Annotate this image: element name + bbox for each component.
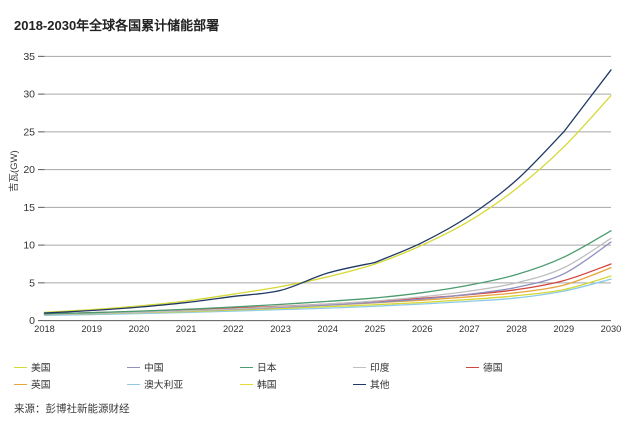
svg-text:2021: 2021	[176, 324, 197, 334]
svg-text:5: 5	[29, 277, 35, 289]
svg-text:2023: 2023	[270, 324, 291, 334]
svg-text:2025: 2025	[365, 324, 386, 334]
svg-text:2024: 2024	[317, 324, 338, 334]
svg-text:2030: 2030	[601, 324, 622, 334]
svg-text:2026: 2026	[412, 324, 433, 334]
svg-text:2022: 2022	[223, 324, 244, 334]
svg-text:2027: 2027	[459, 324, 480, 334]
svg-text:15: 15	[23, 202, 35, 214]
svg-text:20: 20	[23, 164, 35, 176]
svg-text:2028: 2028	[506, 324, 527, 334]
svg-text:35: 35	[23, 51, 35, 63]
svg-text:2029: 2029	[553, 324, 574, 334]
svg-text:30: 30	[23, 89, 35, 101]
svg-text:2019: 2019	[81, 324, 102, 334]
svg-text:10: 10	[23, 240, 35, 252]
svg-text:25: 25	[23, 126, 35, 138]
svg-text:2020: 2020	[129, 324, 150, 334]
svg-text:2018: 2018	[34, 324, 55, 334]
